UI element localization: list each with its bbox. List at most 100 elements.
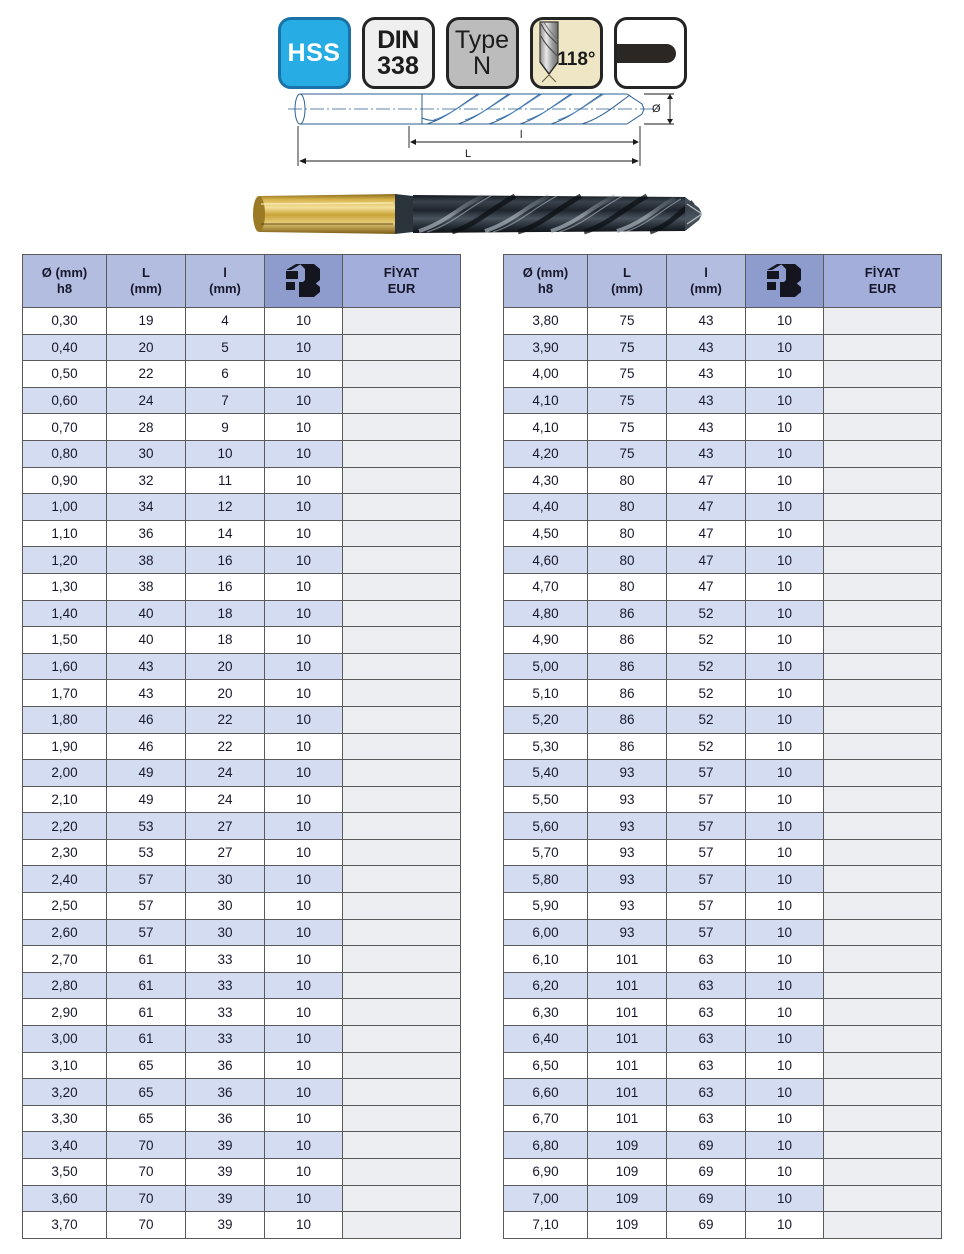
cell-diameter: 2,40 xyxy=(22,865,107,894)
cell-length-total: 109 xyxy=(587,1211,667,1239)
cell-diameter: 3,70 xyxy=(22,1211,107,1239)
cell-length-flute: 22 xyxy=(185,705,265,734)
drill-dimension-drawing: Ø l L xyxy=(288,93,674,166)
cell-price xyxy=(823,1158,942,1186)
cell-price xyxy=(823,892,942,920)
cell-price xyxy=(823,466,942,495)
cell-length-total: 101 xyxy=(587,1051,667,1080)
cell-price xyxy=(823,1104,942,1133)
cell-packaging: 10 xyxy=(745,466,824,495)
cell-diameter: 4,20 xyxy=(503,439,588,468)
cell-length-flute: 36 xyxy=(185,1051,265,1080)
table-row: 5,30 86 52 10 xyxy=(503,732,942,761)
cell-length-total: 34 xyxy=(106,493,186,521)
cell-price xyxy=(823,679,942,707)
cell-price xyxy=(823,599,942,628)
cell-diameter: 6,80 xyxy=(503,1131,588,1159)
cell-price xyxy=(823,572,942,601)
badge-shank-type xyxy=(613,17,687,89)
cell-packaging: 10 xyxy=(264,812,343,840)
table-row: 6,80 109 69 10 xyxy=(503,1131,942,1159)
cell-diameter: 5,60 xyxy=(503,812,588,840)
table-row: 5,60 93 57 10 xyxy=(503,812,942,840)
cell-length-flute: 14 xyxy=(185,519,265,548)
table-row: 2,10 49 24 10 xyxy=(22,785,461,814)
cell-packaging: 10 xyxy=(264,626,343,654)
cell-diameter: 3,90 xyxy=(503,333,588,362)
badge-type-line1: Type xyxy=(454,25,510,54)
table-row: 4,00 75 43 10 xyxy=(503,360,942,388)
table-row: 2,50 57 30 10 xyxy=(22,892,461,920)
cell-packaging: 10 xyxy=(264,679,343,707)
cell-diameter: 4,00 xyxy=(503,360,588,388)
cell-packaging: 10 xyxy=(264,1078,343,1106)
cell-diameter: 6,10 xyxy=(503,945,588,973)
cell-length-flute: 33 xyxy=(185,971,265,1000)
cell-diameter: 4,50 xyxy=(503,519,588,548)
cell-length-total: 101 xyxy=(587,1025,667,1053)
cell-diameter: 5,80 xyxy=(503,865,588,894)
cell-price xyxy=(342,679,461,707)
header-length-total-main: L xyxy=(623,264,631,280)
cell-length-flute: 43 xyxy=(666,307,746,335)
cell-length-total: 46 xyxy=(106,732,186,761)
header-price-sub: EUR xyxy=(868,281,897,296)
cell-price xyxy=(823,732,942,761)
cell-price xyxy=(823,1184,942,1213)
table-row: 4,50 80 47 10 xyxy=(503,519,942,548)
cell-length-total: 75 xyxy=(587,413,667,441)
cell-length-total: 49 xyxy=(106,759,186,787)
header-price-main: FİYAT xyxy=(383,264,420,280)
cylindrical-shank-icon xyxy=(616,43,676,63)
cell-packaging: 10 xyxy=(264,918,343,947)
header-length-total-sub: (mm) xyxy=(130,281,162,296)
cell-diameter: 0,70 xyxy=(22,413,107,441)
table-row: 5,50 93 57 10 xyxy=(503,785,942,814)
cell-length-total: 93 xyxy=(587,838,667,867)
cell-length-total: 109 xyxy=(587,1158,667,1186)
cell-packaging: 10 xyxy=(264,785,343,814)
cell-length-total: 28 xyxy=(106,413,186,441)
cell-price xyxy=(342,892,461,920)
cell-length-total: 109 xyxy=(587,1184,667,1213)
cell-price xyxy=(342,626,461,654)
table-row: 0,50 22 6 10 xyxy=(22,360,461,388)
table-row: 5,00 86 52 10 xyxy=(503,652,942,681)
cell-packaging: 10 xyxy=(264,1051,343,1080)
cell-length-total: 57 xyxy=(106,865,186,894)
cell-price xyxy=(342,732,461,761)
badge-type-n: Type N xyxy=(445,17,519,89)
table-row: 0,90 32 11 10 xyxy=(22,466,461,495)
cell-price xyxy=(342,918,461,947)
cell-packaging: 10 xyxy=(264,732,343,761)
cell-diameter: 5,50 xyxy=(503,785,588,814)
header-diameter-main: Ø (mm) xyxy=(522,264,569,280)
cell-length-total: 75 xyxy=(587,360,667,388)
table-row: 6,20 101 63 10 xyxy=(503,971,942,1000)
cell-length-flute: 4 xyxy=(185,307,265,335)
cell-packaging: 10 xyxy=(264,572,343,601)
header-packaging xyxy=(264,254,343,308)
cell-price xyxy=(823,307,942,335)
cell-length-flute: 7 xyxy=(185,386,265,415)
table-row: 1,20 38 16 10 xyxy=(22,546,461,574)
cell-diameter: 3,60 xyxy=(22,1184,107,1213)
cell-length-flute: 52 xyxy=(666,626,746,654)
cell-packaging: 10 xyxy=(745,333,824,362)
cell-length-total: 57 xyxy=(106,918,186,947)
cell-packaging: 10 xyxy=(264,838,343,867)
cell-diameter: 6,40 xyxy=(503,1025,588,1053)
cell-diameter: 6,20 xyxy=(503,971,588,1000)
header-length-flute-sub: (mm) xyxy=(209,281,241,296)
attribute-badge-row: HSS DIN 338 Type N xyxy=(0,0,964,89)
cell-packaging: 10 xyxy=(264,519,343,548)
table-row: 4,10 75 43 10 xyxy=(503,413,942,441)
cell-packaging: 10 xyxy=(745,572,824,601)
cell-packaging: 10 xyxy=(745,1104,824,1133)
cell-price xyxy=(823,519,942,548)
header-length-total: L (mm) xyxy=(587,254,667,308)
cell-length-flute: 11 xyxy=(185,466,265,495)
cell-packaging: 10 xyxy=(745,546,824,574)
table-row: 3,00 61 33 10 xyxy=(22,1025,461,1053)
cell-price xyxy=(342,360,461,388)
